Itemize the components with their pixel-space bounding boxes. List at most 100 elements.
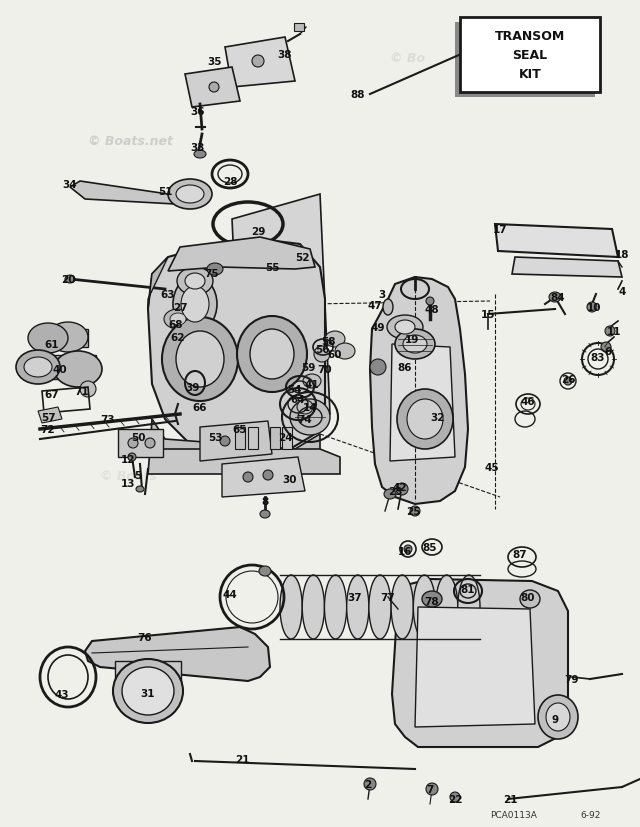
Ellipse shape (325, 332, 345, 347)
Ellipse shape (80, 381, 96, 398)
Bar (282, 428, 292, 449)
Text: 48: 48 (425, 304, 439, 314)
Text: 58: 58 (321, 337, 335, 347)
Bar (248, 428, 258, 449)
Polygon shape (150, 419, 320, 467)
Ellipse shape (168, 179, 212, 210)
Ellipse shape (136, 486, 144, 492)
Ellipse shape (397, 390, 453, 449)
Text: 42: 42 (393, 482, 407, 492)
Polygon shape (168, 237, 315, 272)
Text: 49: 49 (371, 323, 385, 332)
Text: 27: 27 (173, 303, 188, 313)
Ellipse shape (422, 591, 442, 607)
Ellipse shape (403, 336, 427, 354)
Text: 76: 76 (138, 632, 152, 643)
Polygon shape (148, 258, 168, 309)
Ellipse shape (407, 399, 443, 439)
Ellipse shape (335, 343, 355, 360)
Text: 62: 62 (171, 332, 185, 342)
Ellipse shape (538, 696, 578, 739)
Ellipse shape (384, 490, 396, 500)
Text: 60: 60 (328, 350, 342, 360)
Ellipse shape (347, 576, 369, 639)
Ellipse shape (185, 274, 205, 289)
Ellipse shape (170, 313, 186, 326)
Ellipse shape (177, 268, 213, 295)
Ellipse shape (297, 400, 313, 414)
Text: 87: 87 (513, 549, 527, 559)
Text: 78: 78 (425, 596, 439, 606)
Ellipse shape (113, 659, 183, 723)
Text: 15: 15 (481, 309, 495, 319)
Bar (118, 429, 163, 457)
Text: 52: 52 (295, 253, 309, 263)
Text: 56: 56 (315, 345, 329, 355)
Text: 54: 54 (288, 385, 302, 394)
Polygon shape (148, 449, 340, 475)
Text: 20: 20 (61, 275, 76, 284)
Text: 66: 66 (193, 403, 207, 413)
Bar (235, 428, 245, 449)
Text: 51: 51 (157, 187, 172, 197)
Ellipse shape (263, 471, 273, 480)
Ellipse shape (324, 576, 347, 639)
Text: 77: 77 (381, 592, 396, 602)
Text: 50: 50 (131, 433, 145, 442)
Polygon shape (38, 408, 62, 423)
Ellipse shape (54, 351, 102, 388)
Text: 3: 3 (378, 289, 386, 299)
Ellipse shape (260, 510, 270, 519)
Ellipse shape (207, 264, 223, 275)
Polygon shape (415, 607, 535, 727)
Polygon shape (392, 579, 568, 747)
Text: 55: 55 (265, 263, 279, 273)
Polygon shape (390, 345, 455, 461)
Ellipse shape (450, 792, 460, 802)
Text: 24: 24 (278, 433, 292, 442)
Ellipse shape (520, 590, 540, 609)
Text: 17: 17 (493, 225, 508, 235)
Text: 25: 25 (406, 506, 420, 516)
Text: 72: 72 (41, 424, 55, 434)
Text: 26: 26 (561, 375, 575, 385)
Text: 7: 7 (426, 784, 434, 794)
Text: 81: 81 (461, 585, 476, 595)
Ellipse shape (564, 378, 572, 385)
Text: 45: 45 (484, 462, 499, 472)
Text: 21: 21 (235, 754, 249, 764)
Ellipse shape (370, 360, 386, 375)
Polygon shape (370, 278, 468, 504)
Ellipse shape (280, 576, 302, 639)
Polygon shape (222, 457, 305, 497)
Ellipse shape (65, 275, 75, 284)
Ellipse shape (237, 317, 307, 393)
Polygon shape (455, 23, 595, 98)
Text: © Boats.net: © Boats.net (88, 135, 173, 148)
Polygon shape (85, 627, 270, 681)
Ellipse shape (303, 375, 321, 389)
Ellipse shape (436, 576, 458, 639)
Text: TRANSOM
SEAL
KIT: TRANSOM SEAL KIT (495, 30, 565, 81)
Ellipse shape (383, 299, 393, 316)
Text: 65: 65 (233, 424, 247, 434)
Text: 68: 68 (169, 319, 183, 330)
Text: 71: 71 (75, 386, 90, 396)
Text: 57: 57 (41, 413, 55, 423)
Ellipse shape (605, 327, 615, 337)
Text: 35: 35 (208, 57, 222, 67)
Text: 22: 22 (448, 794, 462, 804)
Text: © Boats: © Boats (100, 470, 157, 482)
Ellipse shape (426, 298, 434, 306)
Text: 67: 67 (45, 390, 60, 399)
Ellipse shape (369, 576, 391, 639)
Text: 61: 61 (45, 340, 60, 350)
Text: 86: 86 (397, 362, 412, 372)
Ellipse shape (176, 186, 204, 203)
Ellipse shape (194, 151, 206, 159)
Ellipse shape (587, 303, 597, 313)
Text: 33: 33 (191, 143, 205, 153)
Text: 6: 6 (604, 347, 612, 356)
Text: 18: 18 (615, 250, 629, 260)
Ellipse shape (173, 277, 217, 332)
